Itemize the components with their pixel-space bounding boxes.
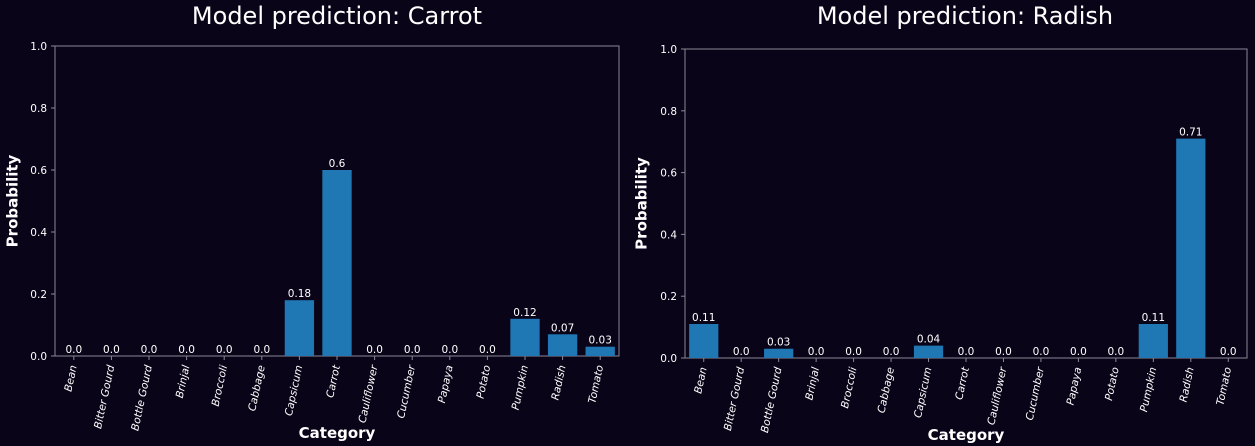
chart-1-y-tick-label: 1.0 [30,41,47,53]
chart-2-bar-value-label: 0.0 [883,346,900,358]
chart-1-y-tick-label: 0.4 [30,227,47,239]
chart-1-bar-value-label: 0.0 [178,344,195,356]
chart-1-bar-value-label: 0.0 [141,344,158,356]
chart-1-y-tick-label: 0.8 [30,103,47,115]
chart-1-bar [284,300,315,356]
chart-2-bar-value-label: 0.0 [845,346,862,358]
chart-1-bar-value-label: 0.0 [253,344,270,356]
chart-2-bar-value-label: 0.0 [808,346,825,358]
chart-1-bar-value-label: 0.07 [551,322,574,334]
chart-2-bar [764,348,794,358]
chart-1-bar-value-label: 0.12 [513,307,536,319]
chart-1-y-tick-label: 0.2 [30,289,47,301]
chart-1-title: Model prediction: Carrot [192,2,482,30]
chart-1-bar-value-label: 0.0 [441,344,458,356]
chart-2-bar-value-label: 0.0 [958,346,975,358]
chart-2-bar [1176,138,1206,358]
chart-2-y-tick-label: 1.0 [660,44,677,56]
chart-2-bar-value-label: 0.0 [1033,346,1050,358]
chart-2-x-axis-label: Category [928,426,1005,444]
chart-1-bar [510,318,540,356]
chart-2-bar [913,345,944,358]
chart-2-bar-value-label: 0.0 [733,346,750,358]
chart-1-bar [585,346,615,356]
chart-2-bar-value-label: 0.03 [767,337,790,349]
chart-2-y-tick-label: 0.6 [660,168,677,180]
chart-2-bar-value-label: 0.11 [1142,312,1165,324]
chart-1-y-tick-label: 0.0 [30,351,47,363]
chart-1-bar-value-label: 0.0 [366,344,383,356]
chart-1-y-axis-label: Probability [3,154,21,247]
chart-2-bar-value-label: 0.04 [917,334,941,346]
chart-1-category-label: Bean [62,364,79,393]
chart-2-category-label: Bean [692,366,709,395]
chart-1-bar [322,170,352,356]
chart-2-y-axis-label: Probability [632,157,650,250]
chart-2-y-tick-label: 0.0 [660,353,677,365]
chart-1-bar [547,334,578,356]
chart-2-title: Model prediction: Radish [817,2,1113,30]
chart-2-bar-value-label: 0.71 [1179,127,1202,139]
chart-2-y-tick-label: 0.4 [660,229,677,241]
chart-1-bar-value-label: 0.0 [479,344,496,356]
chart-2-bar [1138,324,1168,358]
chart-1-y-tick-label: 0.6 [30,165,47,177]
chart-2-bar-value-label: 0.0 [1220,346,1237,358]
chart-1-bar-value-label: 0.18 [288,288,311,300]
chart-2-bar-value-label: 0.11 [692,312,715,324]
chart-1-bar-value-label: 0.0 [65,344,82,356]
chart-2-bar-value-label: 0.0 [995,346,1012,358]
chart-1-bar-value-label: 0.03 [589,335,612,347]
chart-1-bar-value-label: 0.0 [216,344,233,356]
chart-2-bar-value-label: 0.0 [1070,346,1087,358]
chart-1-bar-value-label: 0.0 [404,344,421,356]
chart-1-x-axis-label: Category [299,424,376,442]
chart-2-y-tick-label: 0.8 [660,106,677,118]
chart-2-y-tick-label: 0.2 [660,291,677,303]
chart-1-bar-value-label: 0.0 [103,344,120,356]
chart-2-bar-value-label: 0.0 [1108,346,1125,358]
chart-1-bar-value-label: 0.6 [329,158,346,170]
chart-2-bar [689,324,719,358]
